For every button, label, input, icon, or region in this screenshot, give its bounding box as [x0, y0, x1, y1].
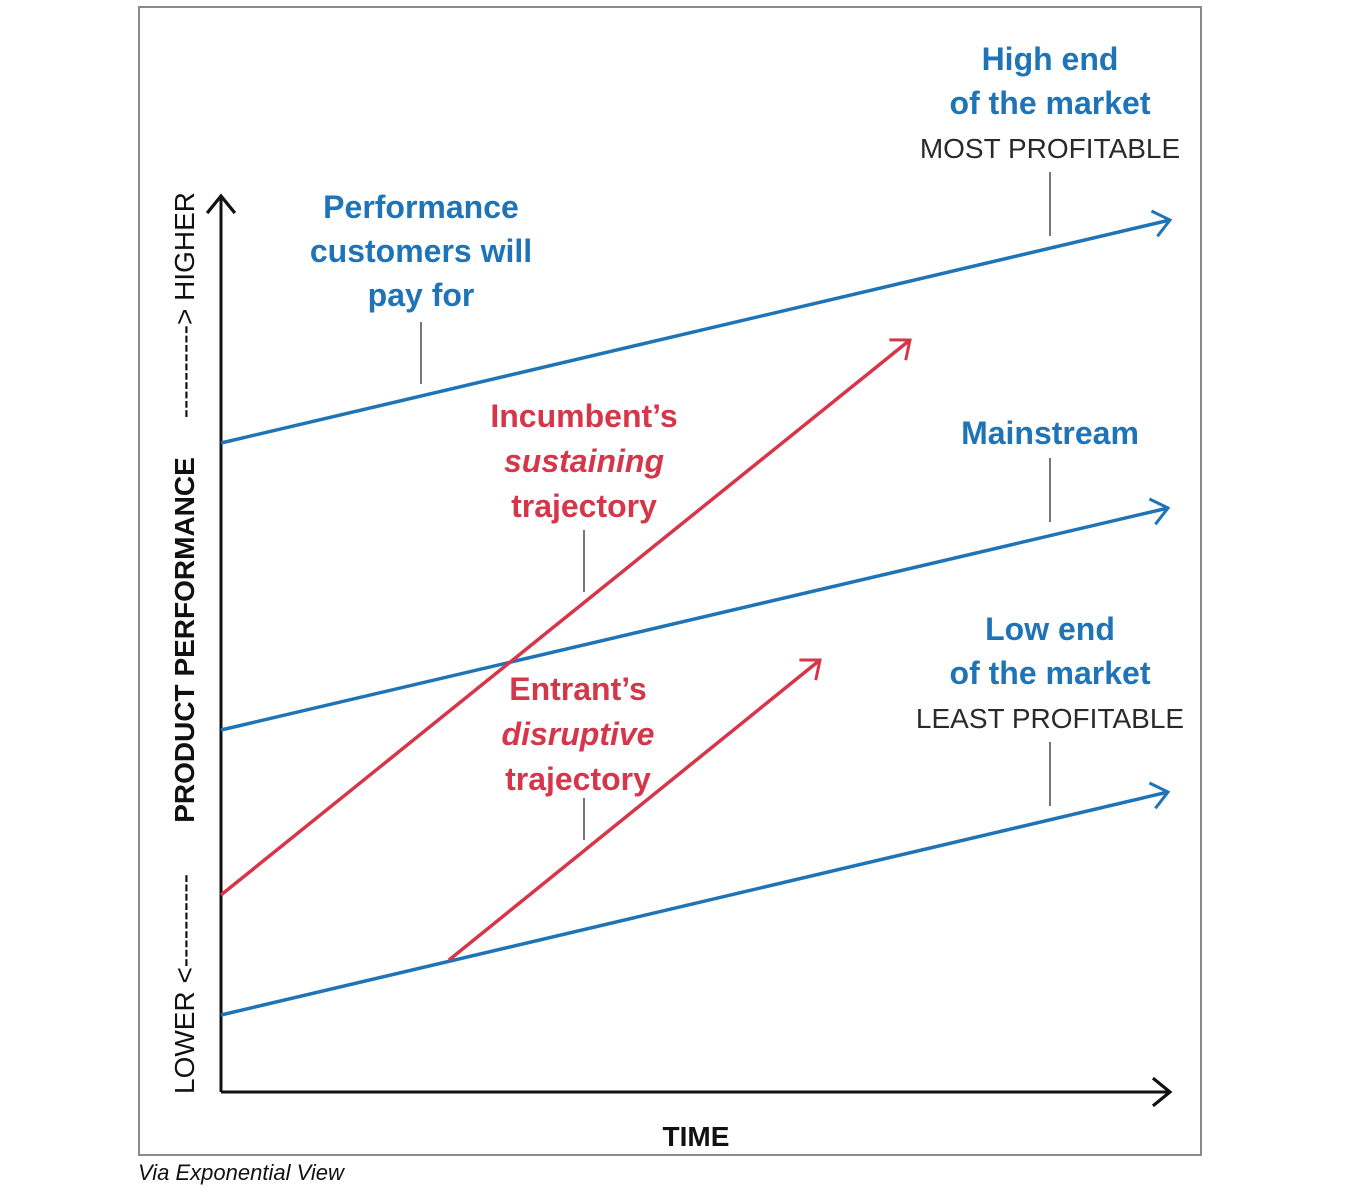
high-end-subtitle: MOST PROFITABLE [920, 133, 1180, 164]
perf-label-2: customers will [310, 233, 532, 269]
high-end-title-2: of the market [950, 85, 1151, 121]
figure-frame [138, 6, 1202, 1156]
low-end-subtitle: LEAST PROFITABLE [916, 703, 1184, 734]
entrant-label-1: Entrant’s [509, 671, 647, 707]
incumbent-label-3: trajectory [511, 488, 657, 524]
y-axis-low-label: LOWER <---------- [169, 874, 200, 1094]
entrant-trajectory-line [447, 660, 820, 962]
incumbent-label-2: sustaining [504, 443, 664, 479]
caption: Via Exponential View [138, 1160, 344, 1185]
entrant-label-2: disruptive [502, 716, 655, 752]
low-end-title-1: Low end [985, 611, 1115, 647]
incumbent-trajectory-line [219, 340, 910, 897]
y-axis-high-label: ----------> HIGHER [169, 192, 200, 418]
y-axis-label: PRODUCT PERFORMANCE [169, 457, 200, 823]
perf-label-1: Performance [323, 189, 519, 225]
low-end-line [220, 792, 1168, 1017]
entrant-label-3: trajectory [505, 761, 651, 797]
low-end-title-2: of the market [950, 655, 1151, 691]
mainstream-label: Mainstream [961, 415, 1139, 451]
x-axis-label: TIME [663, 1121, 730, 1152]
high-end-title-1: High end [982, 41, 1119, 77]
incumbent-label-1: Incumbent’s [490, 398, 677, 434]
perf-label-3: pay for [368, 277, 475, 313]
mainstream-line [220, 508, 1168, 732]
high-end-line [220, 220, 1170, 445]
